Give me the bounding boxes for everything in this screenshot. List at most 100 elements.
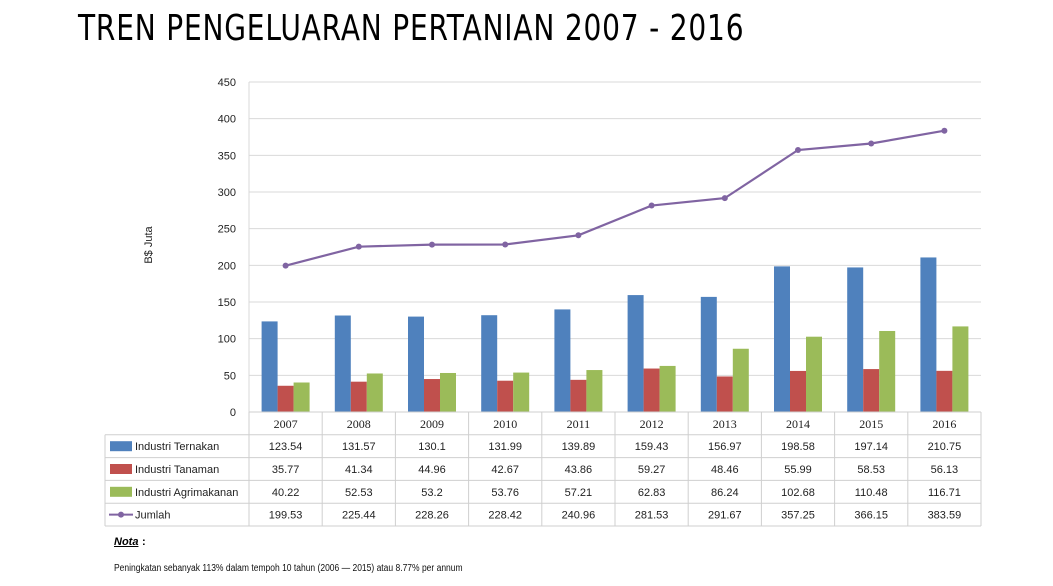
- bar-industri-tanaman: [424, 379, 440, 412]
- gridlines: [249, 81, 981, 413]
- y-tick-label: 400: [218, 114, 236, 126]
- legend-swatch: [110, 464, 132, 474]
- bar-industri-ternakan: [554, 309, 571, 412]
- bar-industri-ternakan: [261, 321, 278, 412]
- bars: [261, 257, 969, 412]
- legend-swatch-marker: [118, 511, 124, 518]
- x-tick-label: 2015: [859, 417, 883, 431]
- bar-industri-ternakan: [408, 316, 424, 412]
- line-jumlah: [285, 129, 945, 267]
- bar-industri-agrimakanan: [879, 330, 896, 412]
- table-cell: 156.97: [708, 441, 742, 453]
- table-cell: 52.53: [345, 487, 373, 499]
- bar-industri-agrimakanan: [952, 326, 969, 412]
- x-tick-label: 2011: [567, 417, 591, 431]
- bar-industri-agrimakanan: [659, 365, 676, 412]
- table-cell: 197.14: [854, 441, 888, 453]
- bar-industri-tanaman: [570, 379, 587, 412]
- table-cell: 357.25: [781, 510, 815, 522]
- bar-industri-tanaman: [277, 385, 294, 412]
- bar-industri-tanaman: [350, 381, 367, 412]
- table-cell: 366.15: [854, 510, 888, 522]
- legend-entry: Industri Tanaman: [135, 464, 219, 476]
- note-label: Nota: [114, 536, 139, 548]
- page-title: TREN PENGELUARAN PERTANIAN 2007 - 2016: [78, 8, 745, 49]
- x-tick-label: 2009: [420, 417, 444, 431]
- line-point: [429, 241, 435, 248]
- bar-industri-ternakan: [700, 296, 717, 412]
- legend-swatch: [110, 486, 132, 497]
- y-tick-label: 300: [218, 187, 236, 199]
- table-cell: 159.43: [635, 441, 669, 453]
- table-cell: 58.53: [857, 464, 885, 476]
- table-cell: 131.99: [488, 441, 522, 453]
- bar-industri-tanaman: [643, 368, 660, 412]
- y-tick-label: 450: [218, 77, 236, 89]
- table-cell: 240.96: [562, 510, 596, 522]
- legend-swatch: [110, 441, 132, 452]
- legend-entry: Industri Ternakan: [135, 441, 219, 453]
- y-tick-label: 150: [218, 297, 236, 309]
- table-cell: 110.48: [855, 487, 888, 499]
- note-text: Peningkatan sebanyak 113% dalam tempoh 1…: [114, 563, 463, 574]
- x-tick-label: 2012: [640, 417, 664, 431]
- table-cell: 56.13: [931, 464, 959, 476]
- table-cell: 55.99: [784, 464, 812, 476]
- line-point: [502, 241, 509, 248]
- table-cell: 41.34: [345, 464, 373, 476]
- line-point: [355, 243, 362, 250]
- y-axis-label: B$ Juta: [143, 225, 155, 263]
- table-cell: 53.76: [491, 487, 519, 499]
- bar-industri-tanaman: [497, 380, 514, 412]
- x-tick-label: 2016: [932, 417, 956, 431]
- table-cell: 228.26: [415, 510, 449, 522]
- bar-industri-ternakan: [847, 267, 864, 412]
- table-cell: 123.54: [269, 441, 303, 453]
- table-cell: 44.96: [418, 464, 446, 476]
- bar-industri-ternakan: [920, 257, 937, 412]
- bar-industri-tanaman: [863, 369, 880, 412]
- table-cell: 35.77: [272, 464, 300, 476]
- y-tick-label: 100: [218, 334, 236, 346]
- line-point: [575, 232, 582, 239]
- line-point: [648, 202, 655, 209]
- table-cell: 116.71: [928, 487, 961, 499]
- table-cell: 40.22: [272, 487, 300, 499]
- line-point: [795, 147, 801, 154]
- bar-industri-agrimakanan: [586, 370, 603, 412]
- y-tick-label: 200: [218, 260, 236, 272]
- table-cell: 131.57: [342, 441, 376, 453]
- bar-industri-agrimakanan: [732, 348, 749, 412]
- x-tick-label: 2010: [493, 417, 517, 431]
- legend-entry: Jumlah: [135, 510, 170, 522]
- table-cell: 102.68: [781, 487, 815, 499]
- table-cell: 228.42: [488, 510, 522, 522]
- table-cell: 86.24: [711, 487, 739, 499]
- legend-entry: Industri Agrimakanan: [135, 487, 238, 499]
- table-cell: 281.53: [635, 510, 669, 522]
- bar-industri-agrimakanan: [366, 373, 383, 412]
- total-line: [282, 127, 948, 269]
- table-cell: 42.67: [491, 464, 519, 476]
- bar-industri-agrimakanan: [513, 372, 530, 412]
- table-cell: 57.21: [565, 487, 593, 499]
- line-point: [868, 140, 875, 147]
- line-point: [282, 262, 289, 269]
- bar-industri-tanaman: [936, 370, 953, 412]
- table-cell: 383.59: [928, 510, 962, 522]
- y-tick-label: 50: [224, 370, 236, 382]
- bar-industri-ternakan: [774, 266, 790, 412]
- table-cell: 48.46: [711, 464, 739, 476]
- table-cell: 225.44: [342, 510, 376, 522]
- table-cell: 291.67: [708, 510, 742, 522]
- line-point: [721, 195, 728, 202]
- data-table: 2007 2008 2009 2010 2011 2012 2013 2014 2015 2016…: [104, 411, 982, 527]
- bar-industri-ternakan: [627, 295, 644, 412]
- table-cell: 199.53: [269, 510, 303, 522]
- y-axis: 0 50 100 150 200 250 300 350 400 450: [218, 77, 250, 419]
- table-cell: 198.58: [781, 441, 815, 453]
- x-tick-label: 2007: [274, 417, 298, 431]
- y-tick-label: 350: [218, 150, 236, 162]
- bar-industri-agrimakanan: [293, 382, 310, 412]
